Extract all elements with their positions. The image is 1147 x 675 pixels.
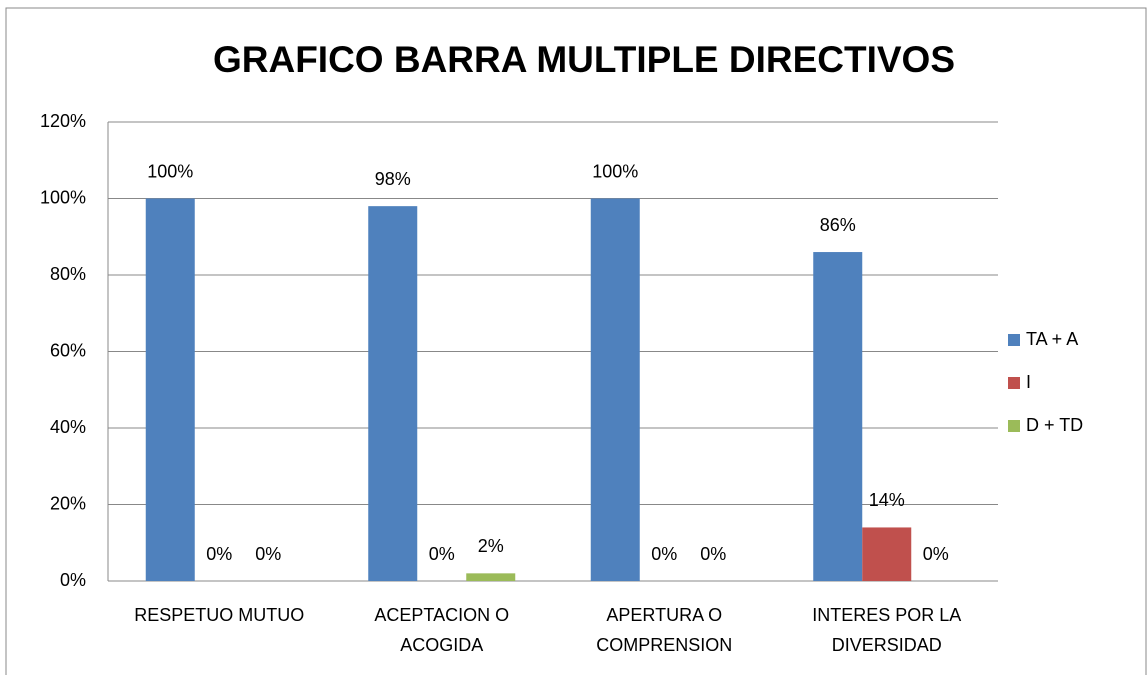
- legend-label: I: [1026, 372, 1031, 392]
- y-tick-label: 120%: [40, 111, 86, 131]
- y-tick-label: 0%: [60, 570, 86, 590]
- y-tick-label: 100%: [40, 187, 86, 207]
- data-label: 86%: [820, 215, 856, 235]
- data-label: 2%: [478, 536, 504, 556]
- x-tick-label: APERTURA O COMPRENSION: [596, 605, 733, 655]
- x-tick-label: RESPETUO MUTUO: [134, 605, 305, 625]
- chart-title: GRAFICO BARRA MULTIPLE DIRECTIVOS: [213, 39, 955, 80]
- chart-border: [5, 7, 1147, 675]
- data-label: 0%: [700, 544, 726, 564]
- legend-swatch: [1008, 334, 1020, 346]
- data-label: 98%: [375, 169, 411, 189]
- y-tick-label: 80%: [50, 264, 86, 284]
- y-tick-label: 20%: [50, 493, 86, 513]
- data-label: 0%: [651, 544, 677, 564]
- x-tick-label: ACEPTACION O ACOGIDA: [374, 605, 510, 655]
- y-tick-label: 40%: [50, 417, 86, 437]
- data-label: 0%: [255, 544, 281, 564]
- data-label: 14%: [869, 490, 905, 510]
- data-label: 100%: [592, 161, 638, 181]
- data-label: 0%: [429, 544, 455, 564]
- y-tick-label: 60%: [50, 340, 86, 360]
- legend-swatch: [1008, 377, 1020, 389]
- data-label: 0%: [923, 544, 949, 564]
- legend-label: TA + A: [1026, 329, 1078, 349]
- bar: [145, 198, 195, 581]
- bar: [813, 252, 863, 582]
- bar: [368, 206, 418, 581]
- data-label: 0%: [206, 544, 232, 564]
- bar: [466, 573, 516, 581]
- legend-label: D + TD: [1026, 415, 1083, 435]
- bar: [862, 527, 912, 581]
- x-tick-label: INTERES POR LA DIVERSIDAD: [812, 605, 962, 655]
- bar: [590, 198, 640, 581]
- data-label: 100%: [147, 161, 193, 181]
- legend-swatch: [1008, 420, 1020, 432]
